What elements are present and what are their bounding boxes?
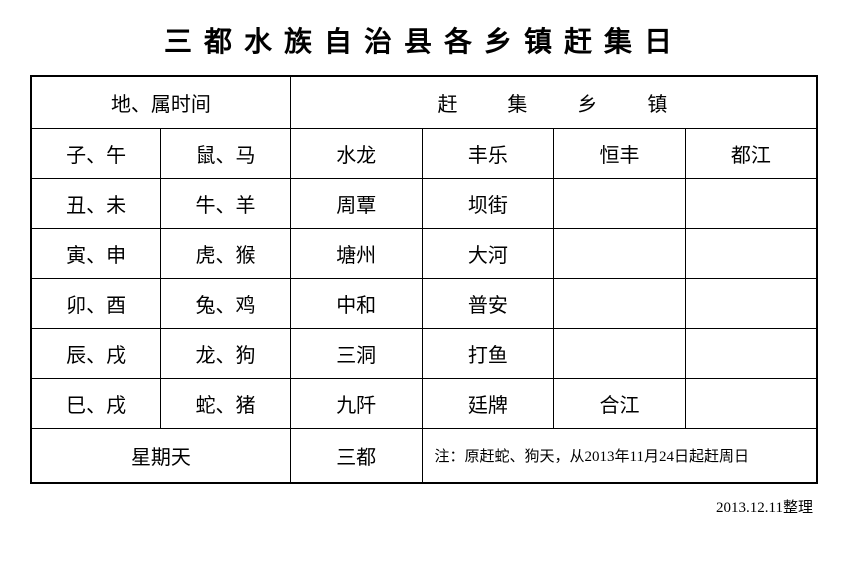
- cell-town: 打鱼: [422, 328, 554, 378]
- cell-town: [685, 378, 817, 428]
- page-title: 三都水族自治县各乡镇赶集日: [30, 20, 818, 60]
- table-row: 巳、戌 蛇、猪 九阡 廷牌 合江: [31, 378, 817, 428]
- cell-town: [554, 228, 686, 278]
- cell-zodiac: 兔、鸡: [161, 278, 291, 328]
- cell-zodiac: 牛、羊: [161, 178, 291, 228]
- cell-sunday-label: 星期天: [31, 428, 290, 483]
- cell-town: 普安: [422, 278, 554, 328]
- cell-town: 恒丰: [554, 128, 686, 178]
- cell-town: 坝街: [422, 178, 554, 228]
- table-row: 丑、未 牛、羊 周覃 坝街: [31, 178, 817, 228]
- cell-town: 丰乐: [422, 128, 554, 178]
- table-row: 辰、戌 龙、狗 三洞 打鱼: [31, 328, 817, 378]
- cell-zodiac: 虎、猴: [161, 228, 291, 278]
- cell-earthly-branch: 巳、戌: [31, 378, 161, 428]
- cell-earthly-branch: 辰、戌: [31, 328, 161, 378]
- cell-town: [685, 178, 817, 228]
- table-row: 寅、申 虎、猴 塘州 大河: [31, 228, 817, 278]
- cell-town: 大河: [422, 228, 554, 278]
- cell-town: [554, 328, 686, 378]
- cell-zodiac: 鼠、马: [161, 128, 291, 178]
- cell-town: [685, 328, 817, 378]
- cell-town: 合江: [554, 378, 686, 428]
- footer-date: 2013.12.11整理: [30, 496, 818, 517]
- cell-town: 三都: [290, 428, 422, 483]
- cell-town: 三洞: [290, 328, 422, 378]
- table-row: 卯、酉 兔、鸡 中和 普安: [31, 278, 817, 328]
- cell-town: 水龙: [290, 128, 422, 178]
- cell-town: 都江: [685, 128, 817, 178]
- market-schedule-table: 地、属时间 赶集乡镇 子、午 鼠、马 水龙 丰乐 恒丰 都江 丑、未 牛、羊 周…: [30, 75, 818, 484]
- cell-town: 九阡: [290, 378, 422, 428]
- header-towns-label: 赶集乡镇: [290, 76, 817, 128]
- table-header-row: 地、属时间 赶集乡镇: [31, 76, 817, 128]
- cell-town: 中和: [290, 278, 422, 328]
- table-row: 子、午 鼠、马 水龙 丰乐 恒丰 都江: [31, 128, 817, 178]
- cell-earthly-branch: 卯、酉: [31, 278, 161, 328]
- cell-town: [685, 228, 817, 278]
- cell-town: [554, 278, 686, 328]
- header-time-label: 地、属时间: [31, 76, 290, 128]
- cell-town: [554, 178, 686, 228]
- table-last-row: 星期天 三都 注：原赶蛇、狗天，从2013年11月24日起赶周日: [31, 428, 817, 483]
- cell-town: 周覃: [290, 178, 422, 228]
- cell-earthly-branch: 寅、申: [31, 228, 161, 278]
- cell-town: 塘州: [290, 228, 422, 278]
- cell-earthly-branch: 丑、未: [31, 178, 161, 228]
- cell-town: 廷牌: [422, 378, 554, 428]
- cell-zodiac: 蛇、猪: [161, 378, 291, 428]
- cell-note: 注：原赶蛇、狗天，从2013年11月24日起赶周日: [422, 428, 817, 483]
- cell-town: [685, 278, 817, 328]
- cell-zodiac: 龙、狗: [161, 328, 291, 378]
- cell-earthly-branch: 子、午: [31, 128, 161, 178]
